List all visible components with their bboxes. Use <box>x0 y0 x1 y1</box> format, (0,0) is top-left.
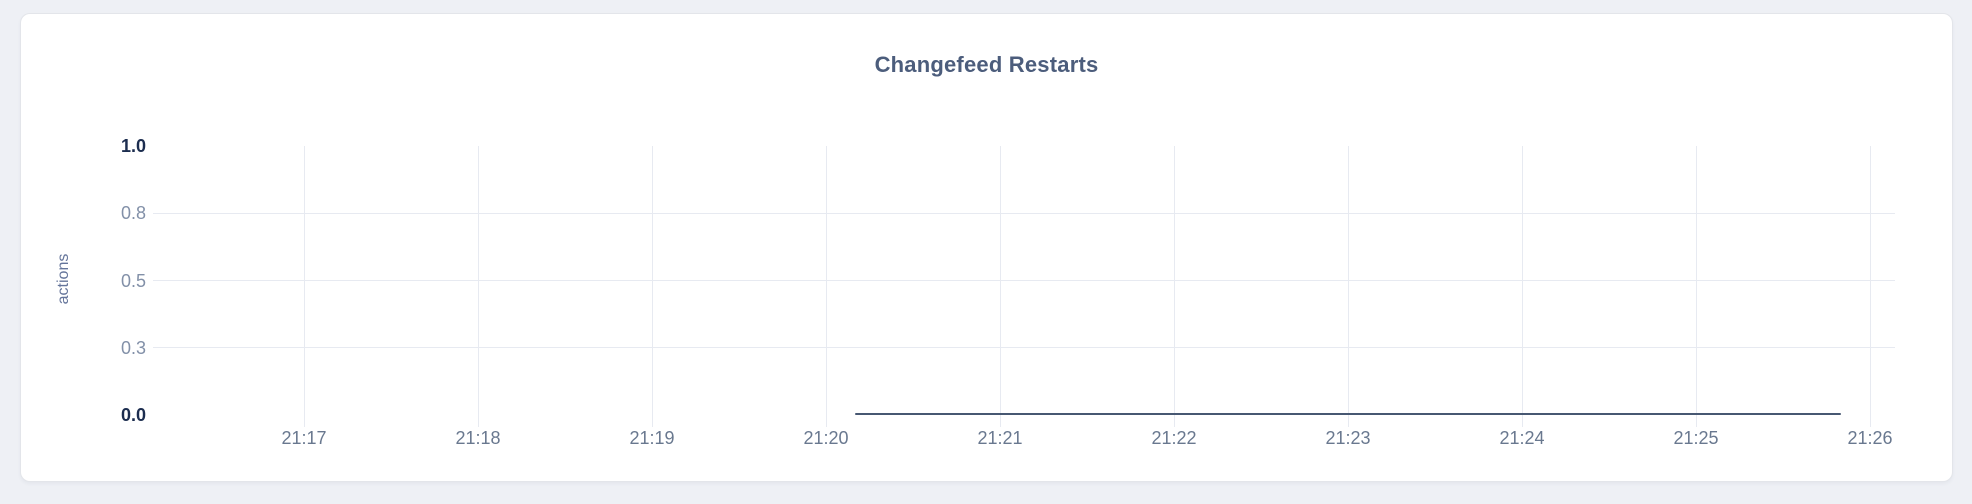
x-tick-label: 21:22 <box>1151 428 1197 448</box>
y-tick-label: 0.3 <box>120 337 146 358</box>
x-tick-label: 21:25 <box>1673 428 1719 448</box>
x-tick-label: 21:17 <box>281 428 327 448</box>
y-tick-label: 0.8 <box>120 203 146 224</box>
x-tick-label: 21:23 <box>1325 428 1371 448</box>
vertical-gridline <box>1347 146 1349 427</box>
horizontal-gridline <box>153 347 1895 349</box>
y-tick-label: 0.0 <box>120 405 146 425</box>
chart-card: Changefeed Restarts actions 1.0 0.8 0.5 0.3… <box>20 13 1953 482</box>
vertical-gridline <box>825 146 827 427</box>
data-line-changefeed_restarts[interactable] <box>855 413 1841 415</box>
vertical-gridline <box>1695 146 1697 427</box>
horizontal-gridline <box>153 212 1895 214</box>
x-tick-label: 21:19 <box>629 428 675 448</box>
y-tick-label: 0.5 <box>120 270 146 291</box>
horizontal-gridline <box>153 280 1895 281</box>
vertical-gridline <box>477 146 479 427</box>
vertical-gridline <box>999 146 1001 427</box>
vertical-gridline <box>651 146 653 427</box>
vertical-gridline <box>1869 146 1871 427</box>
chart-title: Changefeed Restarts <box>874 52 1099 77</box>
x-tick-label: 21:24 <box>1499 428 1545 448</box>
x-tick-label: 21:18 <box>455 428 501 448</box>
y-tick-label: 1.0 <box>120 136 146 156</box>
vertical-gridline <box>303 146 305 427</box>
x-tick-label: 21:20 <box>803 428 849 448</box>
x-tick-label: 21:21 <box>977 428 1023 448</box>
chart-plot-area[interactable]: actions 1.0 0.8 0.5 0.3 0.0 21:17 21:18 21:19 21… <box>21 14 1952 481</box>
vertical-gridline <box>1521 146 1523 427</box>
x-tick-label: 21:26 <box>1847 428 1893 448</box>
vertical-gridline <box>1173 146 1175 427</box>
